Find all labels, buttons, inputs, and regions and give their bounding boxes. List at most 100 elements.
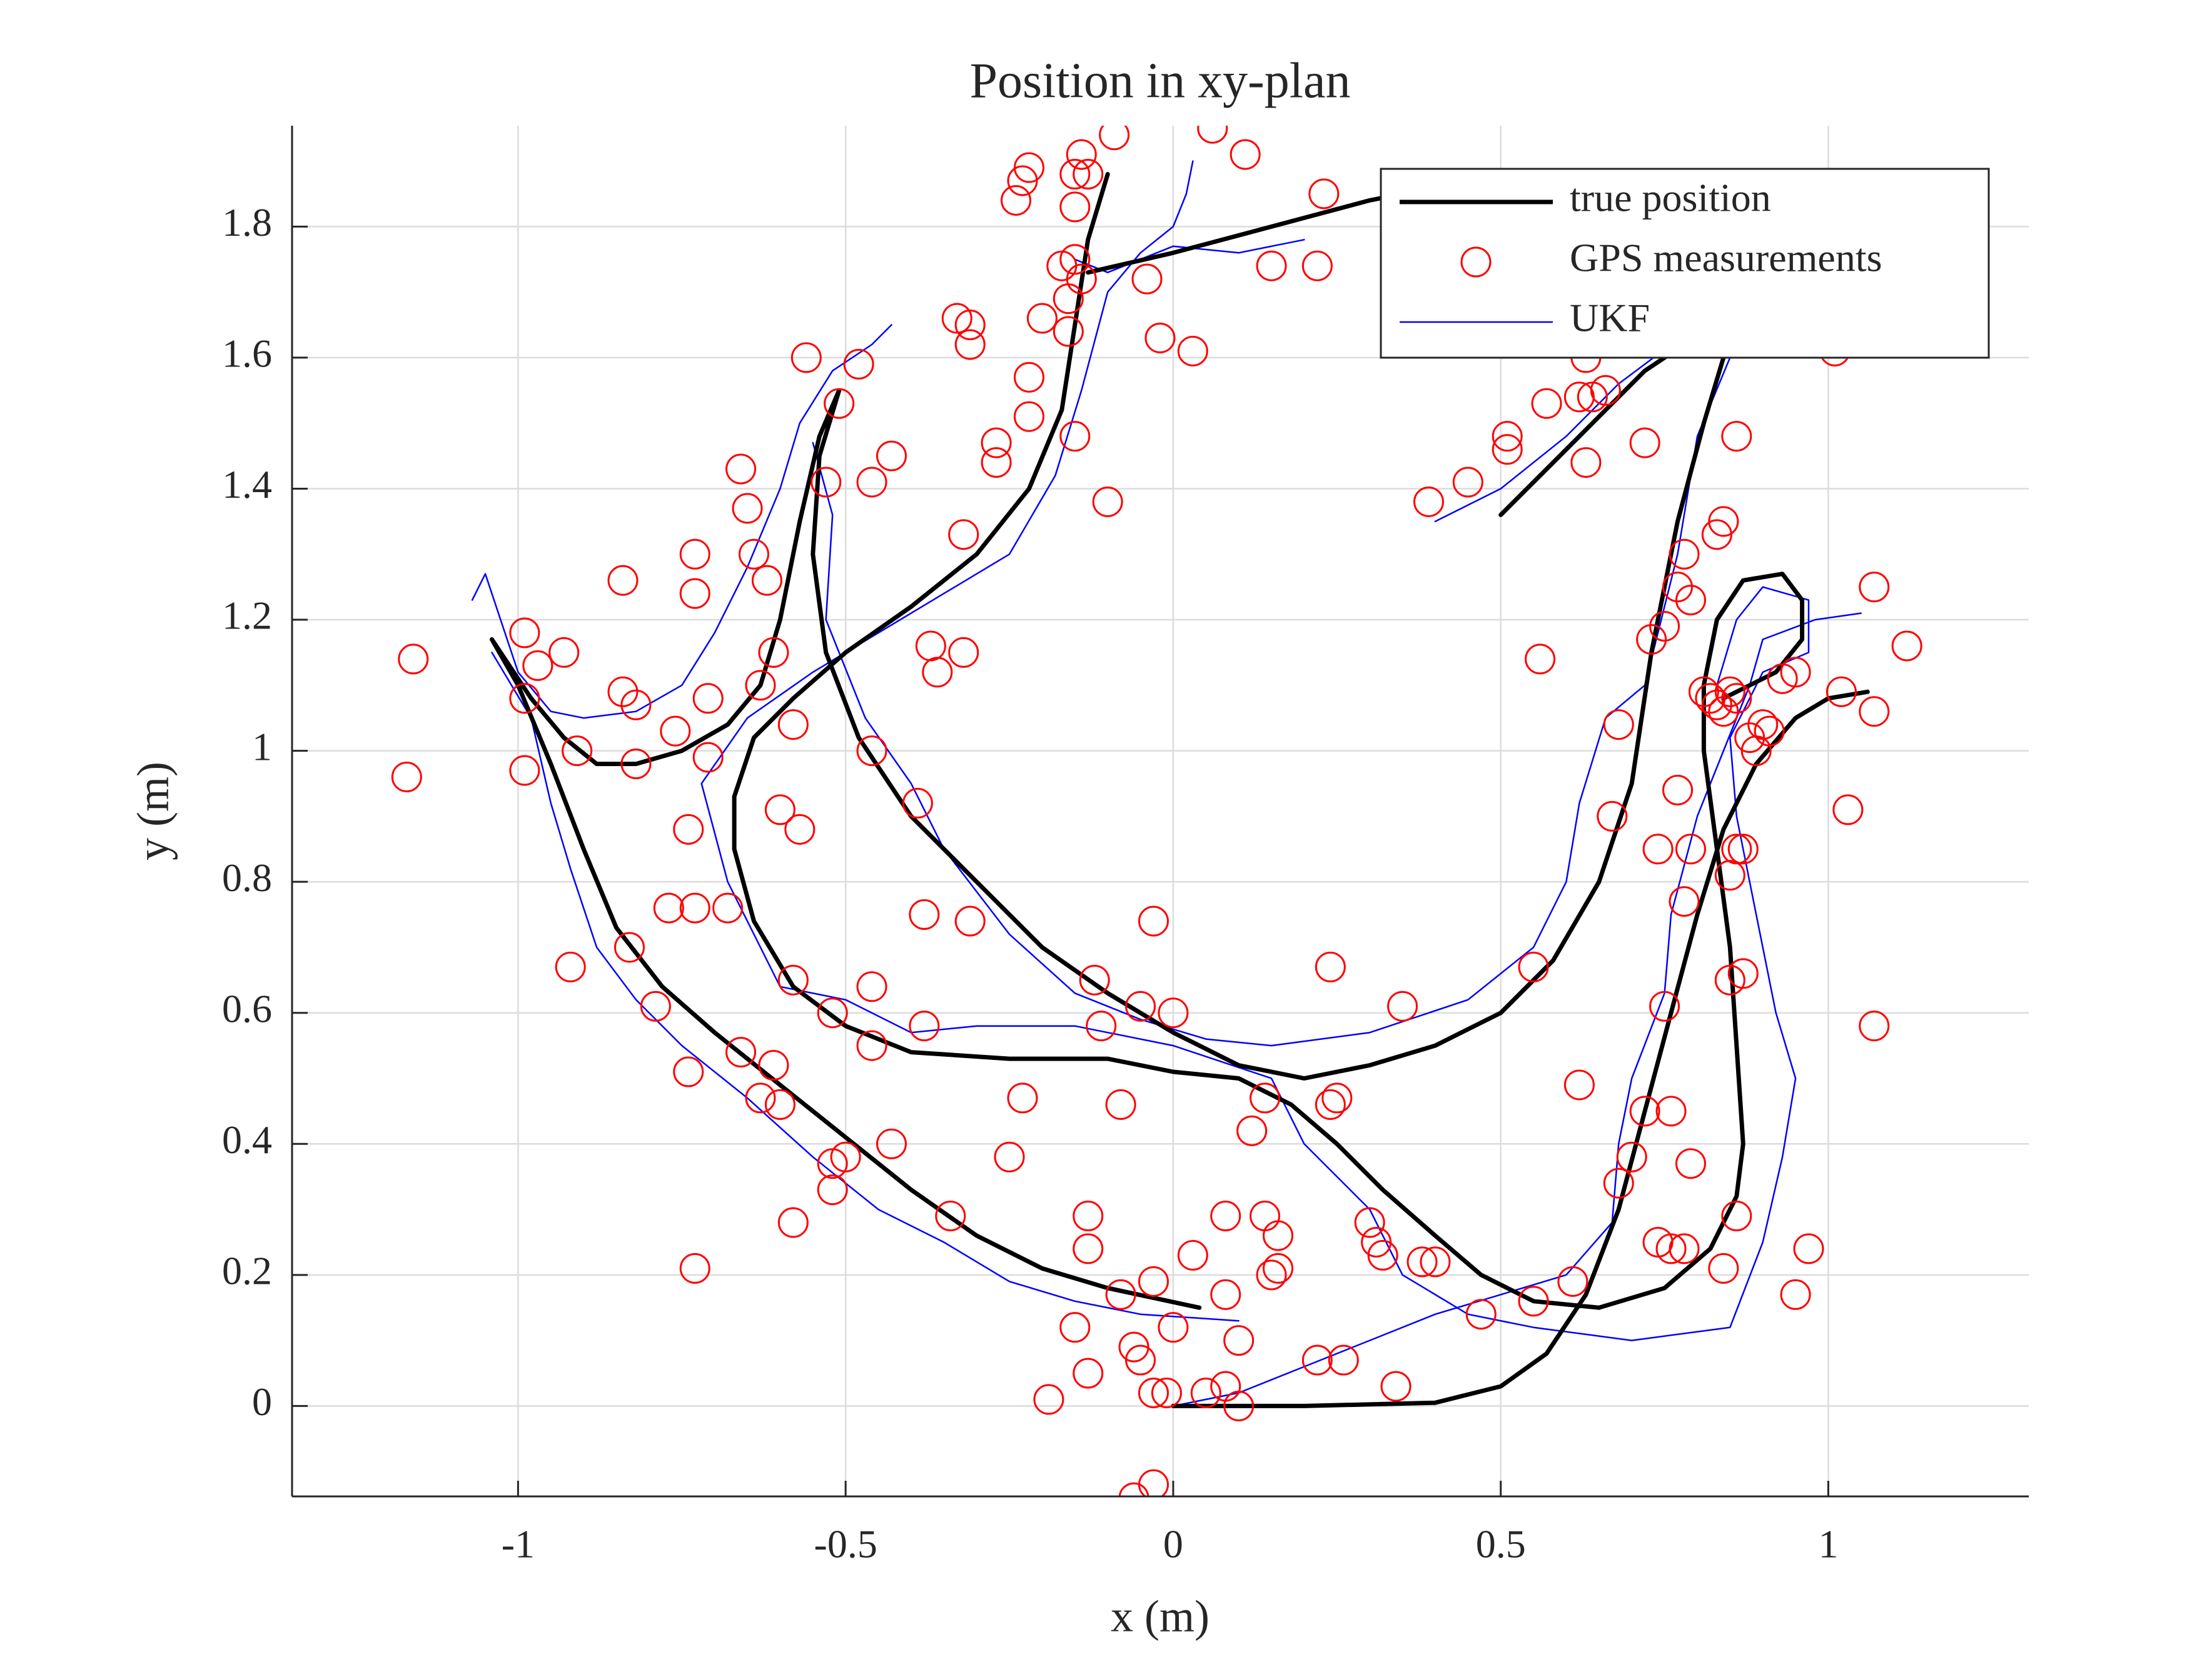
gps-point xyxy=(777,1207,809,1238)
gps-point xyxy=(1256,250,1287,281)
gps-point xyxy=(653,892,684,924)
series-line xyxy=(471,160,1862,1407)
gps-point xyxy=(1315,1089,1346,1120)
gps-point xyxy=(1131,263,1163,295)
gps-point xyxy=(954,329,986,360)
gps-point xyxy=(1026,303,1058,334)
gps-point xyxy=(1780,1279,1811,1310)
gps-point xyxy=(856,971,887,1002)
gps-point xyxy=(1747,709,1779,740)
y-tick-label: 0.8 xyxy=(222,855,272,900)
gps-point xyxy=(1250,1082,1281,1114)
gps-point xyxy=(1380,1371,1412,1402)
gps-point xyxy=(1230,139,1261,170)
gps-point xyxy=(1570,447,1602,478)
gps-point xyxy=(1059,159,1091,190)
gps-point xyxy=(1714,676,1745,707)
gps-point xyxy=(1013,152,1044,183)
gps-point xyxy=(1669,1233,1700,1264)
gps-point xyxy=(1073,1201,1104,1232)
legend-marker xyxy=(1460,246,1492,278)
gps-point xyxy=(1321,1082,1353,1114)
gps-point xyxy=(1210,1201,1241,1232)
grid xyxy=(292,126,2029,1496)
gps-point xyxy=(1013,361,1044,393)
gps-point xyxy=(1636,623,1667,655)
gps-point xyxy=(1859,1011,1890,1042)
gps-point xyxy=(673,1056,704,1087)
gps-point xyxy=(1013,401,1044,432)
legend-label: UKF xyxy=(1570,296,1650,340)
y-tick-label: 0.4 xyxy=(222,1117,272,1162)
gps-point xyxy=(509,683,540,714)
x-tick-label: 0.5 xyxy=(1476,1522,1526,1566)
gps-point xyxy=(1688,676,1719,707)
gps-point xyxy=(1629,1096,1660,1127)
gps-point xyxy=(1413,486,1444,517)
gps-point xyxy=(1053,316,1084,347)
gps-point xyxy=(548,637,580,668)
gps-point xyxy=(1138,905,1169,937)
gps-point xyxy=(1708,506,1739,537)
gps-point xyxy=(1525,643,1556,675)
gps-point xyxy=(1053,283,1084,315)
gps-point xyxy=(1033,1384,1064,1415)
gps-point xyxy=(607,676,639,707)
gps-point xyxy=(758,1050,789,1081)
gps-point xyxy=(922,657,953,688)
gps-point xyxy=(1721,834,1752,865)
gps-point xyxy=(948,519,979,550)
y-tick-label: 0 xyxy=(252,1379,272,1424)
gps-point xyxy=(1105,1089,1136,1120)
gps-point xyxy=(817,997,848,1029)
gps-point xyxy=(679,578,710,609)
gps-point xyxy=(1859,572,1890,603)
gps-point xyxy=(1066,139,1097,170)
gps-point xyxy=(1603,709,1634,740)
gps-point xyxy=(1144,322,1176,353)
gps-point xyxy=(725,453,757,485)
gps-point xyxy=(1780,657,1811,688)
x-axis-label: x (m) xyxy=(1111,1591,1210,1641)
gps-point xyxy=(790,342,822,373)
gps-point xyxy=(1518,1286,1549,1317)
gps-point xyxy=(1315,951,1346,982)
gps-point xyxy=(1597,800,1628,832)
gps-point xyxy=(909,1011,940,1042)
gps-point xyxy=(509,755,540,786)
gps-point xyxy=(981,427,1012,458)
gps-point xyxy=(1727,834,1759,865)
gps-point xyxy=(843,348,874,380)
gps-point xyxy=(948,637,979,668)
gps-point xyxy=(1603,1167,1634,1199)
gps-point xyxy=(1891,630,1922,662)
gps-point xyxy=(1406,1246,1438,1278)
gps-point xyxy=(902,787,933,819)
gps-point xyxy=(712,892,744,924)
gps-point xyxy=(1177,335,1208,366)
plot-area xyxy=(391,126,1922,1496)
gps-point xyxy=(1328,1344,1359,1376)
gps-point xyxy=(1250,1201,1281,1232)
gps-point xyxy=(607,565,639,596)
gps-point xyxy=(1832,794,1864,825)
gps-point xyxy=(1793,1233,1824,1264)
gps-point xyxy=(1662,572,1694,603)
gps-point xyxy=(777,709,809,740)
gps-point xyxy=(817,1148,848,1179)
gps-point xyxy=(1859,696,1890,727)
gps-point xyxy=(1079,964,1110,996)
gps-point xyxy=(1118,1482,1149,1496)
gps-point xyxy=(1105,1279,1136,1310)
gps-point xyxy=(856,735,887,767)
gps-point xyxy=(1492,434,1523,465)
gps-point xyxy=(1655,1096,1687,1127)
gps-point xyxy=(1073,159,1104,190)
gps-point xyxy=(1059,244,1091,275)
gps-point xyxy=(1708,1253,1739,1284)
gps-point xyxy=(620,749,652,780)
y-tick-label: 1.8 xyxy=(222,200,272,245)
gps-point xyxy=(1197,126,1228,144)
gps-point xyxy=(1059,421,1091,452)
